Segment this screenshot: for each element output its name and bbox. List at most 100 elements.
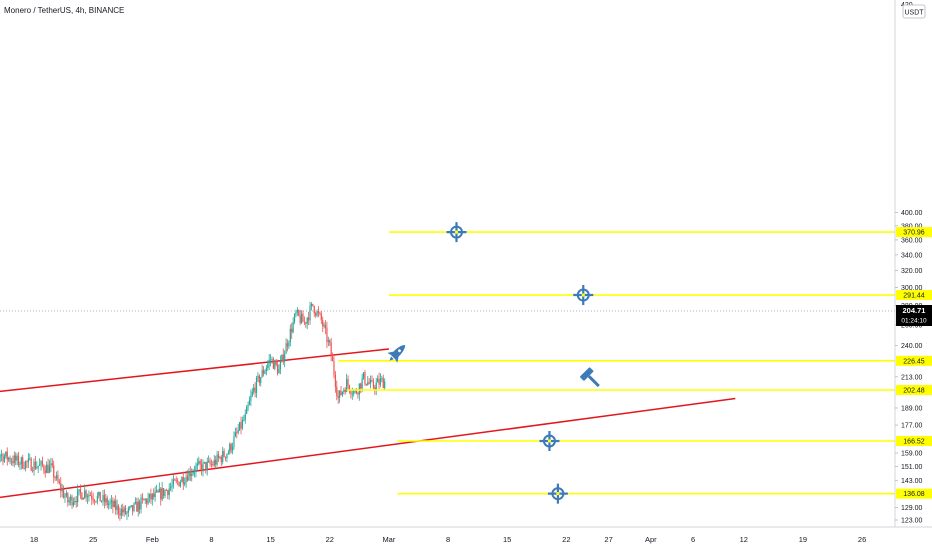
price-tick-label: 151.00 (901, 464, 923, 471)
candle (196, 458, 198, 471)
candle (131, 505, 134, 516)
candle (37, 465, 39, 474)
time-tick-label: 6 (691, 535, 695, 544)
candle (336, 380, 338, 401)
candle (282, 348, 284, 365)
candle (48, 459, 51, 474)
candle (234, 427, 236, 438)
candle (299, 310, 301, 326)
level-markers (387, 222, 600, 504)
candle (210, 459, 213, 468)
candle (246, 405, 248, 414)
candle (293, 313, 296, 325)
price-tick-label: 300.00 (901, 285, 923, 292)
candle (208, 455, 210, 463)
candle (247, 401, 249, 412)
candle (362, 371, 365, 380)
price-tick-label: 129.00 (901, 505, 923, 512)
candle (192, 468, 194, 476)
candle (119, 507, 121, 521)
candle (155, 484, 158, 493)
candle (98, 491, 100, 499)
candle (154, 486, 156, 502)
candle (86, 493, 89, 504)
candle (305, 321, 307, 328)
candle (306, 316, 308, 330)
candle (205, 461, 207, 474)
gavel-icon (580, 367, 600, 388)
candle (143, 498, 145, 501)
candle (101, 500, 103, 503)
candle (213, 454, 215, 468)
candle (323, 322, 325, 329)
candle (67, 492, 69, 507)
currency-unit-box (902, 4, 926, 19)
time-axis[interactable]: 18 25 Feb 8 15 22 Mar 8 15 22 27 Apr 6 12 19 26 (30, 535, 866, 544)
candle (277, 359, 279, 376)
candle (313, 305, 315, 317)
candle (61, 483, 63, 498)
candle (147, 492, 149, 506)
candle (181, 476, 183, 483)
candle (200, 458, 203, 476)
candle (41, 456, 44, 468)
candle (179, 479, 182, 488)
candle (33, 458, 35, 476)
candle (284, 350, 286, 368)
candle (264, 369, 266, 375)
candle (281, 354, 283, 363)
trend-line-upper[interactable] (0, 348, 389, 393)
level-price-label: 136.08 (903, 491, 925, 498)
candle (106, 495, 108, 509)
candle (322, 316, 324, 333)
candle (78, 488, 80, 496)
candle (1, 449, 3, 462)
candle (355, 388, 358, 395)
candle (95, 500, 97, 504)
candle (260, 376, 262, 387)
candle (174, 478, 176, 481)
candle (65, 490, 67, 498)
current-price-label: 204.71 (903, 306, 926, 315)
time-tick-label: 12 (740, 535, 748, 544)
candle (315, 311, 317, 318)
candle (261, 364, 263, 378)
candle (300, 310, 303, 324)
candle (267, 360, 269, 371)
price-tick-label: 143.00 (901, 478, 923, 485)
candle (372, 378, 375, 390)
currency-unit-button[interactable]: USDT (902, 4, 926, 19)
candle (212, 461, 214, 467)
price-tick-label: 360.00 (901, 237, 923, 244)
candle (289, 324, 291, 347)
price-tick-label: 189.00 (901, 405, 923, 412)
candle (382, 374, 384, 389)
candle (27, 452, 29, 468)
crosshair-icon (547, 483, 568, 504)
price-tick-label: 123.00 (901, 518, 923, 525)
time-tick-label: Apr (645, 535, 657, 544)
candle (77, 484, 79, 507)
candle (93, 498, 96, 506)
candle (250, 389, 252, 407)
candle (43, 464, 45, 475)
candle (10, 457, 13, 466)
candle (270, 354, 272, 367)
candle (130, 505, 132, 508)
candle (191, 468, 193, 482)
candle (233, 431, 235, 450)
candle (358, 383, 360, 401)
candle (148, 493, 151, 503)
time-tick-label: 22 (562, 535, 570, 544)
candle (5, 451, 7, 459)
candle (158, 482, 160, 493)
candle (164, 489, 166, 498)
candle (167, 489, 169, 500)
candle (364, 369, 366, 387)
trend-line-lower[interactable] (0, 397, 736, 499)
candle (203, 461, 206, 464)
candle (244, 409, 246, 424)
candle (75, 495, 77, 508)
crosshair-icon (539, 430, 560, 451)
